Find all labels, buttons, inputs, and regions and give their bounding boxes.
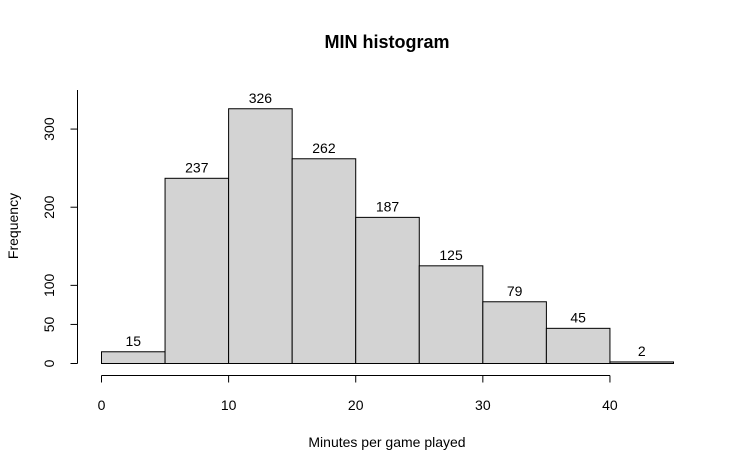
y-tick-label-4: 300 (41, 117, 57, 141)
bar-value-label-3: 262 (312, 140, 336, 156)
x-axis: 0 10 20 30 40 (98, 375, 618, 413)
bar-value-label-8: 2 (638, 343, 646, 359)
bar-value-label-0: 15 (125, 333, 141, 349)
histogram-bar-1 (164, 177, 230, 364)
histogram-bar-3 (291, 158, 357, 364)
y-tick-label-1: 50 (41, 316, 57, 332)
y-axis: 0 50 100 200 300 (41, 90, 78, 367)
histogram-bar-4 (355, 216, 420, 364)
chart-title: MIN histogram (324, 32, 449, 52)
bar-value-label-7: 45 (570, 309, 586, 325)
y-axis-label: Frequency (5, 193, 21, 259)
bar-value-label-1: 237 (185, 159, 209, 175)
histogram-bar-8 (609, 361, 675, 364)
x-axis-label: Minutes per game played (308, 434, 465, 450)
x-tick-label-0: 0 (98, 397, 106, 413)
histogram-bar-6 (482, 301, 547, 365)
x-tick-label-1: 10 (221, 397, 237, 413)
bar-value-label-2: 326 (249, 90, 273, 106)
y-tick-label-0: 0 (41, 359, 57, 367)
x-tick-label-2: 20 (348, 397, 364, 413)
histogram-bar-2 (228, 108, 293, 364)
histogram-bar-7 (545, 327, 611, 365)
bar-value-label-4: 187 (376, 198, 400, 214)
histogram-bar-5 (418, 265, 484, 365)
bar-labels-group: 15 237 326 262 187 125 79 45 2 (125, 90, 645, 359)
histogram-bar-0 (101, 351, 166, 364)
y-tick-label-2: 100 (41, 273, 57, 297)
bar-value-label-6: 79 (507, 283, 523, 299)
x-tick-label-4: 40 (602, 397, 618, 413)
bars-group (101, 108, 675, 365)
x-tick-label-3: 30 (475, 397, 491, 413)
bar-value-label-5: 125 (439, 247, 463, 263)
y-tick-label-3: 200 (41, 195, 57, 219)
